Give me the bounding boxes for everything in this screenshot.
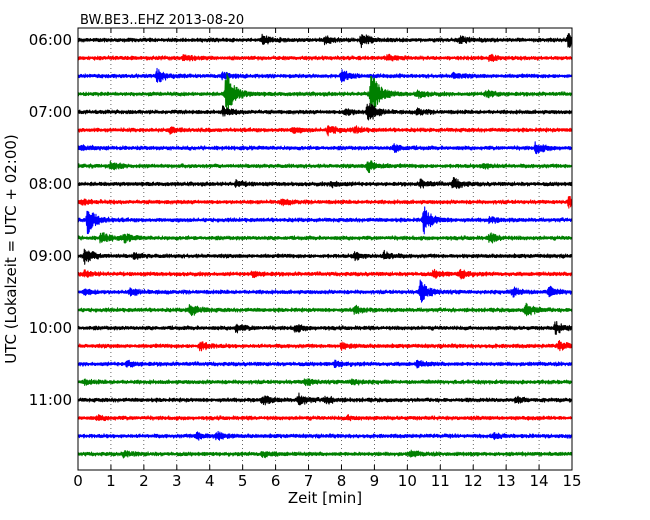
y-tick-label: 08:00 (29, 175, 72, 193)
trace-line (77, 321, 573, 335)
trace-line (77, 268, 573, 280)
trace-line (77, 141, 573, 155)
trace-line (77, 206, 573, 235)
vertical-grid (110, 28, 540, 470)
x-tick-label: 11 (431, 472, 450, 490)
trace-line (77, 160, 573, 174)
x-tick-label: 10 (398, 472, 417, 490)
trace-line (77, 72, 573, 117)
plot-frame (77, 27, 573, 471)
x-tick-label: 9 (370, 472, 380, 490)
helicorder-traces (77, 33, 573, 459)
trace-line (77, 53, 573, 62)
x-tick-label: 6 (271, 472, 281, 490)
y-axis-label: UTC (Lokalzeit = UTC + 02:00) (2, 134, 20, 364)
trace-line (77, 196, 573, 209)
x-tick-label: 0 (73, 472, 83, 490)
trace-line (77, 232, 573, 244)
y-tick-label: 07:00 (29, 103, 72, 121)
trace-line (77, 102, 573, 121)
x-tick-label: 2 (139, 472, 149, 490)
y-tick-label: 09:00 (29, 247, 72, 265)
x-tick-label: 3 (172, 472, 182, 490)
trace-line (77, 392, 573, 406)
trace-line (77, 414, 573, 422)
x-axis-label: Zeit [min] (288, 489, 362, 507)
trace-line (77, 449, 573, 459)
x-tick-label: 5 (238, 472, 248, 490)
x-axis-ticks: 0 1 2 3 4 5 6 7 8 9 10 11 12 13 14 15 (73, 28, 582, 490)
y-tick-label: 06:00 (29, 31, 72, 49)
trace-line (77, 430, 573, 441)
x-tick-label: 14 (530, 472, 549, 490)
trace-line (77, 248, 573, 265)
x-tick-label: 8 (337, 472, 347, 490)
trace-line (77, 359, 573, 369)
x-tick-label: 13 (497, 472, 516, 490)
trace-line (77, 67, 573, 83)
chart-title: BW.BE3..EHZ 2013-08-20 (80, 13, 244, 28)
trace-line (77, 33, 573, 49)
trace-line (77, 378, 573, 387)
trace-line (77, 340, 573, 352)
trace-line (77, 176, 573, 189)
trace-line (77, 125, 573, 137)
trace-line (77, 279, 573, 303)
x-tick-label: 1 (106, 472, 116, 490)
trace-line (77, 302, 573, 317)
y-tick-label: 10:00 (29, 319, 72, 337)
x-tick-label: 12 (464, 472, 483, 490)
x-tick-label: 7 (304, 472, 314, 490)
y-tick-label: 11:00 (29, 391, 72, 409)
y-axis-ticks: 06:00 07:00 08:00 09:00 10:00 11:00 (29, 31, 572, 409)
x-tick-label: 4 (205, 472, 215, 490)
x-tick-label: 15 (562, 472, 581, 490)
